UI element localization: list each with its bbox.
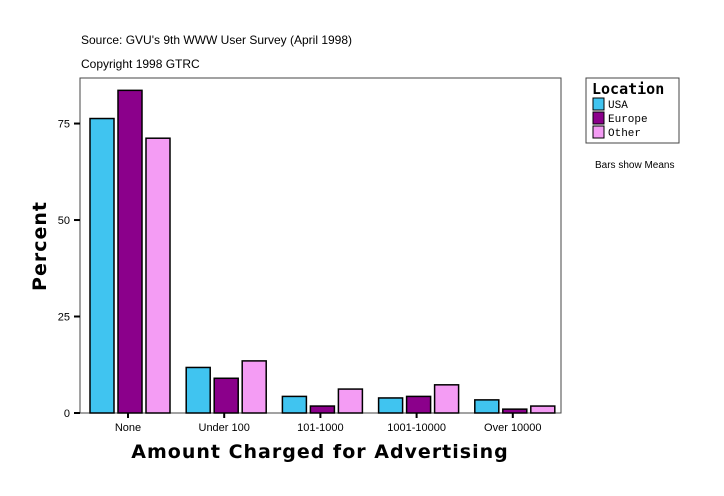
y-axis-label: Percent <box>29 201 51 291</box>
chart-subtitle: Copyright 1998 GTRC <box>81 57 200 71</box>
bar-europe-4 <box>502 408 528 414</box>
bar-europe-1 <box>213 377 239 414</box>
legend-swatch-other <box>592 125 605 139</box>
bar-usa-0 <box>89 117 115 414</box>
y-tick-label: 75 <box>58 119 70 131</box>
x-tick-label: 1001-10000 <box>387 422 446 434</box>
chart-title: Source: GVU's 9th WWW User Survey (April… <box>81 33 352 47</box>
bar-usa-2 <box>281 395 308 414</box>
legend-label-usa: USA <box>608 100 628 112</box>
bar-europe-2 <box>309 405 336 414</box>
bar-europe-3 <box>405 395 432 414</box>
legend: Location USA Europe Other <box>585 77 680 144</box>
bar-usa-3 <box>377 397 404 414</box>
bar-other-1 <box>241 360 267 414</box>
legend-swatch-europe <box>592 111 605 125</box>
legend-label-europe: Europe <box>608 114 648 126</box>
legend-title: Location <box>592 80 664 98</box>
bar-usa-1 <box>185 366 211 414</box>
x-tick-label: Under 100 <box>199 422 250 434</box>
bar-usa-4 <box>474 399 500 414</box>
bars-note: Bars show Means <box>595 160 674 171</box>
bar-other-4 <box>530 405 556 414</box>
y-tick-label: 25 <box>58 312 70 324</box>
legend-label-other: Other <box>608 128 641 140</box>
bar-other-0 <box>145 137 171 414</box>
y-tick-label: 50 <box>58 215 70 227</box>
bar-other-2 <box>337 388 364 414</box>
x-tick-label: 101-1000 <box>297 422 344 434</box>
x-axis-label: Amount Charged for Advertising <box>131 441 508 463</box>
bar-europe-0 <box>117 89 143 414</box>
y-tick-label: 0 <box>64 408 70 420</box>
x-tick-label: None <box>115 422 141 434</box>
x-tick-label: Over 10000 <box>484 422 541 434</box>
bar-other-3 <box>433 384 460 414</box>
legend-swatch-usa <box>592 97 605 111</box>
